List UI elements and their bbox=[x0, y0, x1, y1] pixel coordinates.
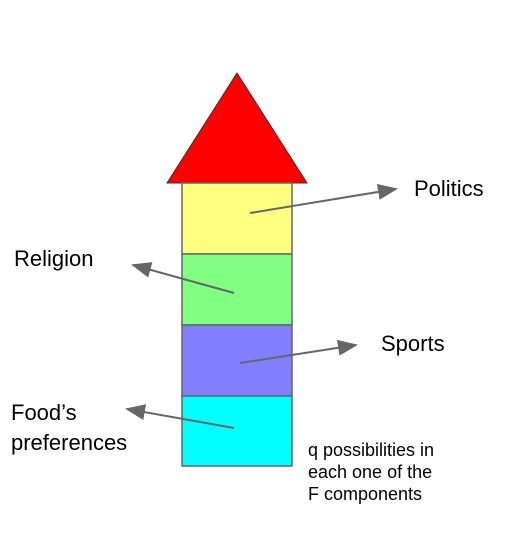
arrow-politics bbox=[249, 184, 398, 214]
arrow-food bbox=[125, 404, 235, 429]
label-religion: Religion bbox=[14, 246, 94, 271]
block-food bbox=[181, 395, 293, 467]
block-politics bbox=[181, 182, 293, 255]
block-religion bbox=[181, 253, 293, 326]
arrow-sports bbox=[239, 339, 358, 364]
label-possibilities-note: q possibilities in each one of the F com… bbox=[308, 440, 435, 504]
roof-triangle bbox=[166, 72, 308, 184]
block-sports bbox=[181, 324, 293, 397]
label-food-preferences: Food’s preferences bbox=[11, 400, 128, 455]
label-politics: Politics bbox=[414, 176, 484, 201]
arrow-religion bbox=[131, 262, 235, 294]
label-sports: Sports bbox=[381, 331, 445, 356]
